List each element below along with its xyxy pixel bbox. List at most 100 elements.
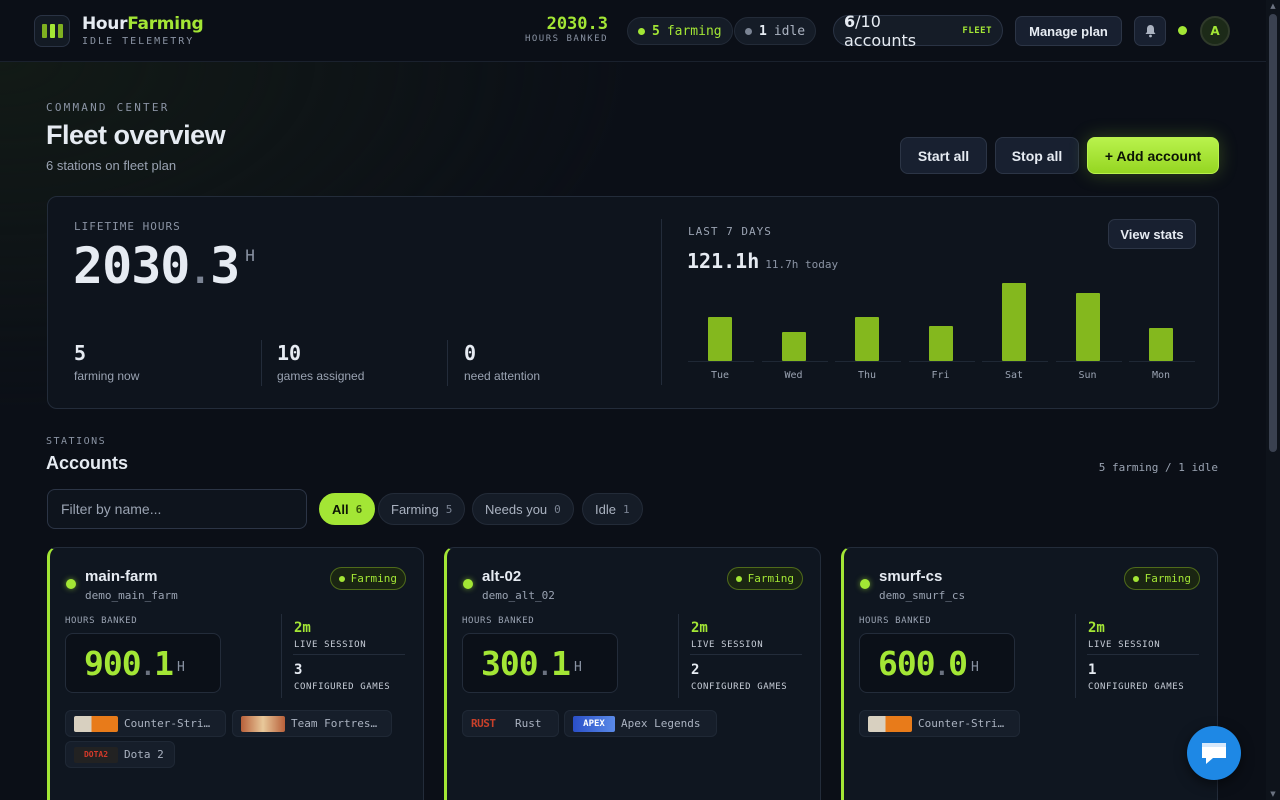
chart-bar-sat[interactable]	[1002, 283, 1026, 361]
filter-chip-farming[interactable]: Farming 5	[378, 493, 466, 525]
status-dot	[860, 579, 870, 589]
game-name: Dota 2	[124, 748, 164, 761]
stat-value: 0	[464, 341, 477, 365]
scroll-up-arrow-icon[interactable]: ▲	[1270, 2, 1276, 10]
stat-games-assigned: 10 games assigned	[277, 341, 364, 383]
page-title: Fleet overview	[46, 120, 226, 150]
dota-thumbnail-icon: DOTA2	[74, 746, 118, 763]
configured-games-value: 2	[691, 662, 700, 678]
stat-farming-now: 5 farming now	[74, 341, 139, 383]
idle-status-dot	[745, 27, 752, 35]
chip-count: 1	[622, 502, 630, 516]
week-label: LAST 7 DAYS	[688, 225, 772, 238]
account-username: demo_smurf_cs	[879, 589, 966, 602]
game-chip[interactable]: Counter-Stri…	[65, 710, 226, 737]
manage-plan-button[interactable]: Manage plan	[1015, 16, 1122, 46]
brand-subtitle: IDLE TELEMETRY	[82, 36, 195, 47]
chat-icon	[1202, 743, 1226, 764]
live-session-value: 2m	[1088, 620, 1105, 636]
view-stats-button[interactable]: View stats	[1108, 219, 1196, 249]
scrollbar-thumb[interactable]	[1269, 14, 1277, 452]
hours-banked-value: 2030.3	[546, 14, 608, 34]
account-card[interactable]: main-farm demo_main_farm Farming HOURS B…	[47, 547, 424, 800]
account-name: main-farm	[85, 568, 158, 585]
chip-label: Idle	[595, 501, 616, 517]
stat-label: games assigned	[277, 369, 365, 383]
stat-value: 5	[74, 341, 87, 365]
account-username: demo_alt_02	[482, 589, 555, 602]
hours-banked-box: 300.1 H	[462, 633, 618, 693]
brand-name: HourFarming	[82, 14, 204, 34]
idle-count-pill[interactable]: 1 idle	[734, 17, 817, 45]
chart-bar-thu[interactable]	[855, 317, 879, 361]
chart-bar-fri[interactable]	[928, 326, 953, 361]
hours-banked-value: 300.1 H	[481, 643, 582, 683]
chart-bar-wed[interactable]	[781, 332, 806, 361]
account-card[interactable]: alt-02 demo_alt_02 Farming HOURS BANKED …	[444, 547, 821, 800]
chip-label: Farming	[391, 501, 439, 517]
stat-value: 10	[277, 341, 302, 365]
game-chip[interactable]: Counter-Stri…	[859, 710, 1020, 737]
user-avatar[interactable]: A	[1200, 16, 1230, 46]
idle-label: idle	[773, 23, 806, 39]
account-usage-count: 6/10 accounts	[844, 11, 917, 50]
stat-divider	[447, 340, 448, 386]
week-total: 121.1h 11.7h today	[687, 249, 839, 273]
chart-tick-label: Thu	[857, 370, 877, 381]
filter-chip-idle[interactable]: Idle 1	[582, 493, 643, 525]
top-bar: HourFarming IDLE TELEMETRY 2030.3 HOURS …	[0, 0, 1266, 62]
section-summary: 5 farming / 1 idle	[1098, 461, 1218, 474]
plan-badge: FLEET	[962, 25, 992, 36]
logo-icon[interactable]	[34, 15, 70, 47]
idle-count: 1	[759, 23, 767, 39]
stat-divider	[261, 340, 262, 386]
filter-chip-needs-you[interactable]: Needs you 0	[472, 493, 574, 525]
chat-button[interactable]	[1187, 726, 1241, 780]
lifetime-hours-value: 2030.3 H	[73, 237, 255, 295]
live-session-label: LIVE SESSION	[294, 640, 367, 650]
week-today: 11.7h today	[765, 258, 839, 271]
section-eyebrow: STATIONS	[46, 436, 107, 447]
chart-bar-tue[interactable]	[708, 317, 732, 361]
card-divider	[293, 654, 405, 655]
chart-bar-sun[interactable]	[1075, 293, 1100, 361]
chip-label: All	[332, 501, 349, 517]
counter-strike-thumbnail-icon	[868, 715, 912, 732]
add-account-button[interactable]: + Add account	[1087, 137, 1219, 174]
account-usage-pill[interactable]: 6/10 accounts FLEET	[833, 12, 1003, 50]
filter-input[interactable]	[47, 489, 307, 529]
hours-banked-label: HOURS BANKED	[524, 34, 608, 44]
stat-label: need attention	[464, 369, 541, 383]
notifications-button[interactable]	[1134, 16, 1166, 46]
hours-banked-readout: 2030.3 HOURS BANKED	[520, 14, 608, 45]
account-name: smurf-cs	[879, 568, 943, 585]
brand[interactable]: HourFarming IDLE TELEMETRY	[82, 14, 204, 47]
team-fortress-thumbnail-icon	[241, 715, 285, 732]
account-card[interactable]: smurf-cs demo_smurf_cs Farming HOURS BAN…	[841, 547, 1218, 800]
stat-need-attention: 0 need attention	[464, 341, 540, 383]
bell-icon	[1145, 25, 1155, 38]
chart-tick-label: Sun	[1078, 370, 1097, 381]
hours-banked-box: 900.1 H	[65, 633, 221, 693]
live-session-label: LIVE SESSION	[691, 640, 764, 650]
game-chip[interactable]: DOTA2 Dota 2	[65, 741, 175, 768]
chip-count: 6	[355, 502, 363, 516]
page-scrollbar[interactable]: ▲ ▼	[1266, 0, 1280, 800]
farming-count-pill[interactable]: 5 farming	[627, 17, 733, 45]
card-divider	[678, 614, 679, 698]
section-title: Accounts	[46, 453, 129, 473]
chip-count: 5	[445, 502, 453, 516]
farming-label: farming	[666, 23, 722, 39]
game-chip[interactable]: Team Fortres…	[232, 710, 392, 737]
game-chip[interactable]: APEX Apex Legends	[564, 710, 717, 737]
farming-count: 5	[652, 23, 660, 39]
start-all-button[interactable]: Start all	[900, 137, 987, 174]
chart-baseline	[982, 361, 1048, 362]
stop-all-button[interactable]: Stop all	[995, 137, 1079, 174]
filter-chip-all[interactable]: All 6	[319, 493, 376, 525]
game-chip[interactable]: RUST Rust	[462, 710, 559, 737]
chart-bar-mon[interactable]	[1149, 328, 1173, 361]
hours-banked-label: HOURS BANKED	[859, 616, 932, 626]
scroll-down-arrow-icon[interactable]: ▼	[1270, 790, 1276, 798]
hours-banked-label: HOURS BANKED	[462, 616, 535, 626]
